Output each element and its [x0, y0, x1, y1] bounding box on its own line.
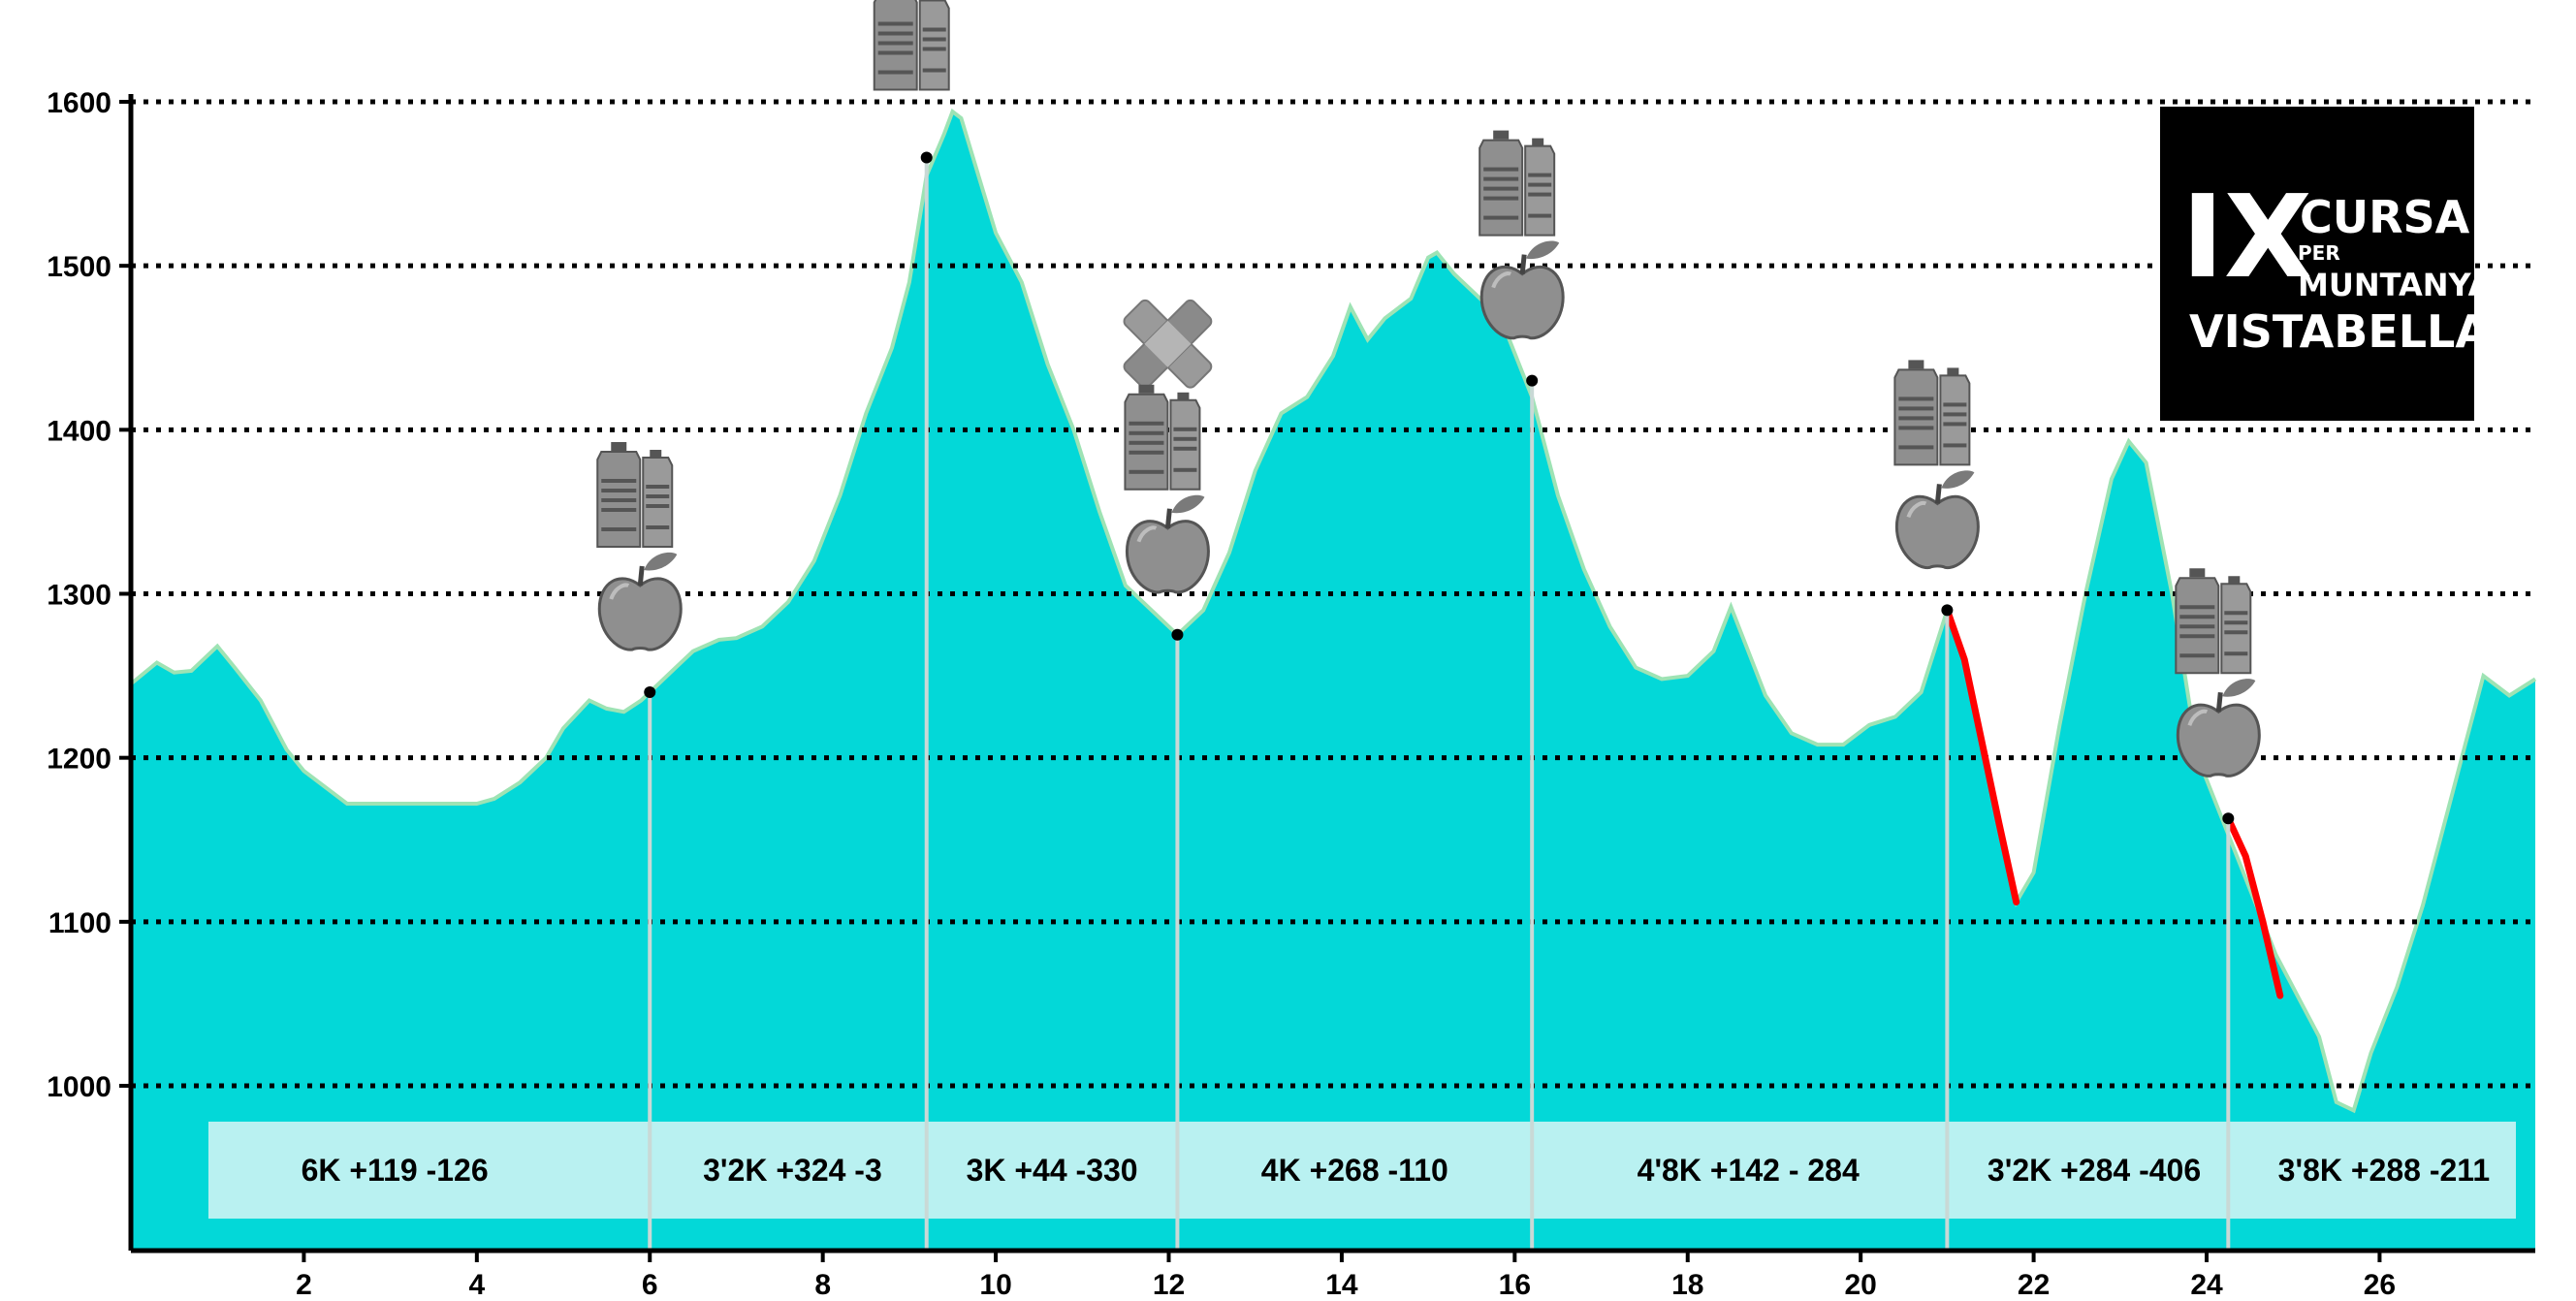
x-tick-label: 18 [1671, 1269, 1703, 1301]
y-tick-label: 1500 [47, 251, 111, 283]
y-tick-label: 1400 [47, 415, 111, 447]
segment-label: 3'2K +284 -406 [1988, 1153, 2201, 1188]
apple-icon [599, 553, 681, 650]
y-tick-label: 1300 [47, 580, 111, 612]
water-bottles-icon [1893, 359, 1971, 466]
steep-descent-line [1943, 606, 2020, 905]
race-logo: IX CURSA PER MUNTANYA VISTABELLA [2160, 107, 2493, 421]
water-bottles-icon [873, 0, 950, 91]
first-aid-icon [1097, 274, 1238, 414]
logo-line1: CURSA [2300, 191, 2470, 243]
logo-line3: MUNTANYA [2298, 267, 2493, 303]
steep-descent-line [2224, 814, 2284, 1000]
logo-line4: VISTABELLA [2189, 305, 2490, 358]
segment-band: 6K +119 -126 3'2K +324 -3 3K +44 -330 4K +2… [208, 1122, 2516, 1219]
water-bottles-icon [2175, 567, 2252, 675]
checkpoint-dot [920, 151, 933, 164]
x-tick-label: 6 [642, 1269, 658, 1301]
x-tick-label: 22 [2018, 1269, 2050, 1301]
x-tick-label: 8 [814, 1269, 831, 1301]
segment-label: 3K +44 -330 [967, 1153, 1138, 1188]
apple-icon [2178, 679, 2259, 776]
water-bottles-icon [1479, 129, 1556, 237]
segment-band-bg [208, 1122, 2516, 1219]
x-tick-label: 16 [1499, 1269, 1531, 1301]
elevation-line [129, 108, 2537, 1114]
water-bottles-icon [1124, 383, 1201, 491]
x-tick-label: 4 [468, 1269, 485, 1301]
segment-label: 6K +119 -126 [302, 1153, 489, 1188]
apple-icon [1127, 495, 1208, 592]
checkpoint-dot [1171, 628, 1184, 641]
segment-label: 4K +268 -110 [1261, 1153, 1448, 1188]
elevation-fill [131, 111, 2535, 1252]
logo-line2: PER [2298, 241, 2340, 265]
checkpoint-markers [596, 0, 2284, 1251]
segment-label: 3'8K +288 -211 [2278, 1153, 2490, 1188]
x-tick-label: 24 [2190, 1269, 2223, 1301]
x-tick-label: 10 [979, 1269, 1011, 1301]
logo-numeral: IX [2181, 170, 2312, 303]
segment-label: 3'2K +324 -3 [703, 1153, 882, 1188]
y-tick-label: 1600 [47, 87, 111, 119]
x-tick-label: 26 [2364, 1269, 2396, 1301]
apple-icon [1481, 240, 1563, 337]
checkpoint-dot [1526, 374, 1539, 387]
y-tick-label: 1000 [47, 1071, 111, 1103]
segment-label: 4'8K +142 - 284 [1638, 1153, 1860, 1188]
x-tick-label: 14 [1325, 1269, 1358, 1301]
checkpoint-dot [1941, 604, 1954, 617]
gridlines [131, 99, 2535, 1089]
x-tick-label: 12 [1153, 1269, 1185, 1301]
apple-icon [1896, 470, 1978, 567]
checkpoint-dot [644, 686, 656, 698]
y-tick-label: 1200 [47, 744, 111, 776]
elevation-area [129, 108, 2537, 1252]
x-tick-label: 20 [1844, 1269, 1876, 1301]
water-bottles-icon [596, 441, 674, 548]
x-tick-label: 2 [296, 1269, 312, 1301]
checkpoint-dot [2222, 812, 2235, 825]
y-tick-label: 1100 [48, 907, 111, 939]
